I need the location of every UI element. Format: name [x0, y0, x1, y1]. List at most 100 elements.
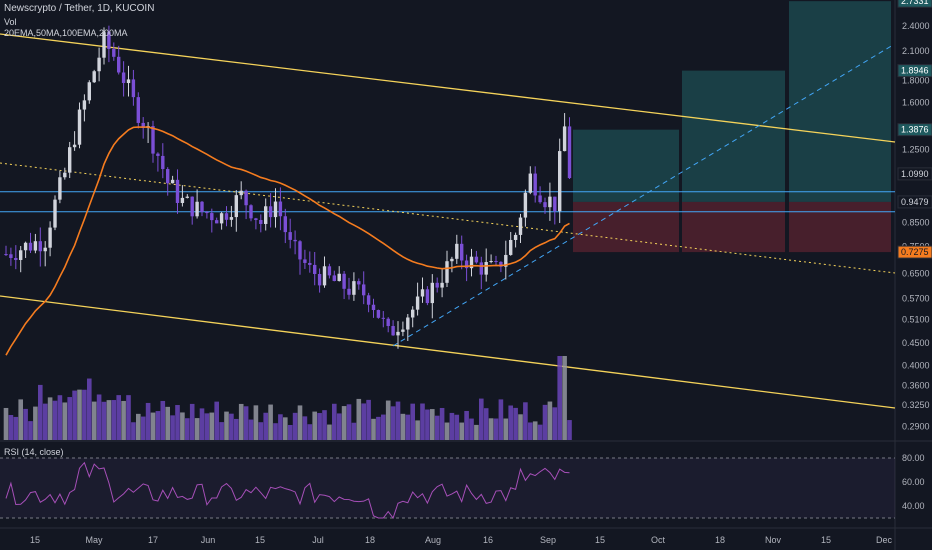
- candle-body: [254, 218, 258, 220]
- volume-bar: [136, 413, 141, 440]
- price-tick-label: 1.8000: [902, 75, 930, 85]
- volume-bar: [459, 422, 464, 440]
- volume-bar: [180, 412, 185, 440]
- volume-bar: [557, 356, 562, 440]
- volume-bar: [547, 401, 553, 440]
- volume-bar: [327, 424, 332, 440]
- volume-bar: [38, 384, 43, 440]
- stop-zone-2: [682, 201, 785, 253]
- volume-bar: [518, 414, 523, 440]
- volume-bar: [287, 424, 293, 440]
- candle-body: [440, 282, 444, 288]
- price-tick-label: 2.1000: [902, 46, 930, 56]
- volume-bar: [258, 422, 264, 440]
- candle-body: [4, 254, 8, 256]
- candle-body: [53, 199, 57, 228]
- volume-legend: Vol: [4, 17, 17, 27]
- volume-bar: [302, 416, 308, 440]
- candle-body: [420, 289, 425, 297]
- time-tick-label: 15: [821, 535, 831, 545]
- volume-bar: [72, 390, 77, 440]
- candle-body: [406, 317, 410, 330]
- candle-body: [430, 282, 434, 304]
- candle-body: [548, 196, 552, 208]
- price-tick-label: 0.2900: [902, 421, 930, 431]
- candle-body: [401, 329, 405, 332]
- volume-bar: [420, 403, 425, 440]
- volume-bar: [140, 416, 146, 440]
- candle-body: [92, 71, 96, 83]
- chart-title: Newscrypto / Tether, 1D, KUCOIN: [4, 3, 155, 14]
- volume-bar: [52, 400, 58, 440]
- volume-bar: [292, 412, 298, 440]
- volume-bar: [131, 422, 136, 440]
- candle-body: [567, 126, 572, 179]
- volume-bar: [322, 410, 327, 440]
- volume-bar: [224, 411, 229, 440]
- volume-bar: [297, 405, 303, 440]
- volume-bar: [400, 413, 406, 440]
- target-zone-3: [789, 1, 891, 202]
- candle-body: [327, 266, 332, 276]
- volume-bar: [121, 400, 126, 440]
- channel-mid-line: [0, 162, 896, 274]
- candle-body: [210, 213, 214, 221]
- volume-bar: [234, 418, 239, 440]
- candle-body: [195, 201, 199, 217]
- candle-body: [14, 258, 18, 260]
- volume-bar: [317, 413, 322, 440]
- candle-body: [268, 206, 273, 218]
- price-tag: [897, 123, 932, 137]
- price-tick-label: 2.4000: [902, 21, 930, 31]
- price-tag-label: 0.7275: [901, 247, 929, 257]
- volume-bar: [160, 400, 166, 440]
- volume-bar: [425, 409, 430, 440]
- candle-body: [362, 284, 366, 296]
- volume-bar: [312, 411, 317, 440]
- candle-body: [371, 304, 376, 311]
- volume-bar: [346, 404, 352, 440]
- candle-body: [411, 309, 415, 318]
- volume-bar: [194, 418, 200, 440]
- candle-body: [489, 261, 493, 263]
- volume-bar: [273, 423, 278, 440]
- volume-bar: [47, 397, 53, 440]
- volume-bar: [278, 414, 283, 440]
- volume-bar: [155, 411, 161, 440]
- candle-body: [63, 172, 67, 178]
- time-tick-label: 15: [595, 535, 605, 545]
- volume-bar: [189, 403, 195, 440]
- candle-body: [102, 32, 106, 58]
- volume-bar: [430, 409, 435, 440]
- price-tick-label: 0.4500: [902, 338, 930, 348]
- candle-body: [381, 317, 385, 319]
- volume-bar: [332, 403, 337, 440]
- volume-bar: [126, 395, 131, 440]
- volume-bar: [366, 399, 371, 440]
- candle-body: [435, 282, 439, 288]
- candle-body: [352, 281, 356, 295]
- candle-body: [121, 72, 126, 84]
- candle-body: [376, 310, 381, 318]
- candle-body: [112, 48, 116, 57]
- candle-body: [38, 241, 42, 252]
- candle-body: [68, 147, 72, 173]
- channel-upper-line: [0, 33, 896, 143]
- volume-bar: [542, 404, 548, 440]
- ema-line: [5, 126, 570, 356]
- volume-bar: [395, 401, 401, 440]
- candle-body: [175, 179, 180, 203]
- candle-body: [499, 261, 503, 267]
- volume-bar: [493, 418, 499, 440]
- candle-body: [474, 256, 479, 263]
- candle-body: [131, 79, 136, 98]
- candle-body: [82, 100, 87, 110]
- candle-body: [278, 201, 283, 217]
- price-tag: [897, 0, 932, 8]
- time-tick-label: Jul: [312, 535, 324, 545]
- candle-body: [48, 227, 52, 248]
- candle-body: [200, 201, 204, 212]
- candle-body: [293, 239, 297, 242]
